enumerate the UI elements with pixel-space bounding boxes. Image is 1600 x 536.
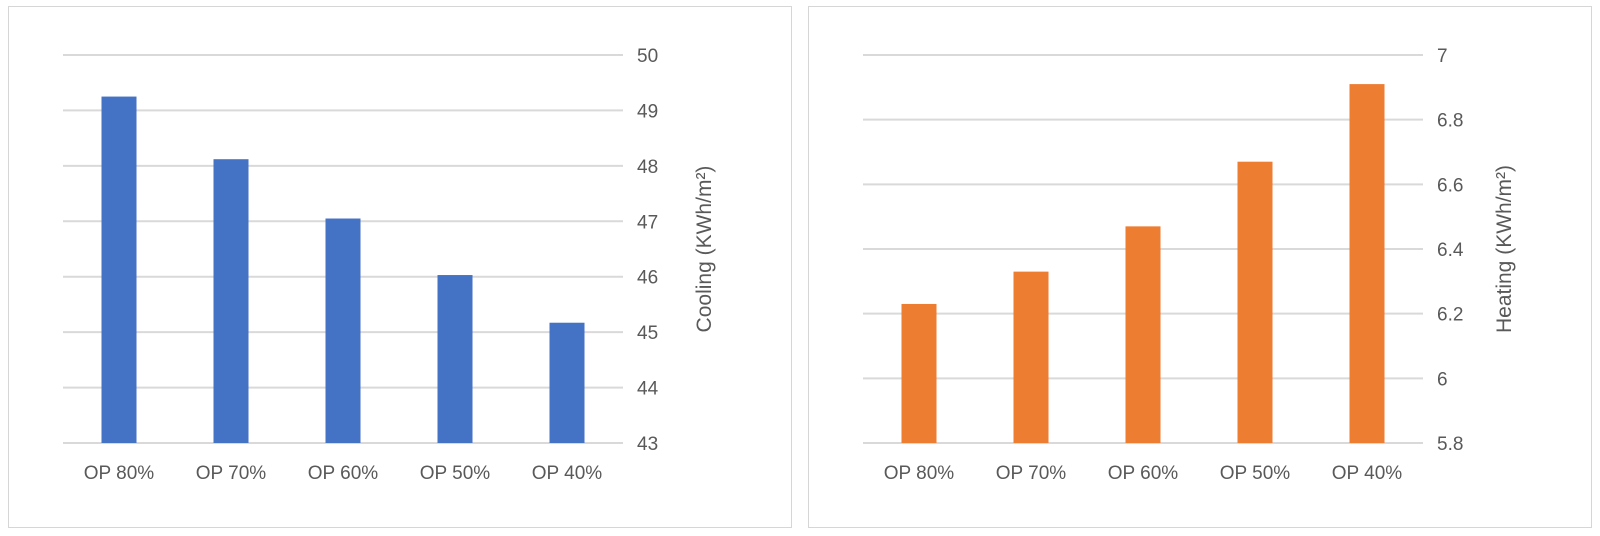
y-tick-label: 6	[1437, 369, 1448, 390]
y-tick-label: 5.8	[1437, 434, 1463, 455]
y-tick-label: 43	[637, 434, 658, 455]
y-tick-label: 44	[637, 379, 659, 400]
y-tick-label: 45	[637, 323, 658, 344]
y-tick-label: 47	[637, 212, 658, 233]
y-tick-label: 46	[637, 268, 658, 289]
y-tick-label: 6.8	[1437, 111, 1463, 132]
x-tick-label: OP 80%	[884, 463, 955, 484]
heating-chart: 5.8 6 6.2 6.4 6.6 6.8 7 OP 80% OP 70% OP 60% OP 50…	[863, 46, 1516, 484]
x-tick-label: OP 40%	[1332, 463, 1403, 484]
y-tick-label: 7	[1437, 46, 1448, 67]
bar	[1013, 271, 1049, 443]
x-tick-label: OP 80%	[84, 463, 155, 484]
bar	[1125, 226, 1161, 443]
y-tick-label: 6.4	[1437, 240, 1464, 261]
heating-chart-panel: 5.8 6 6.2 6.4 6.6 6.8 7 OP 80% OP 70% OP 60% OP 50…	[808, 6, 1592, 528]
x-tick-label: OP 60%	[1108, 463, 1179, 484]
x-tick-label: OP 40%	[532, 463, 603, 484]
x-tick-label: OP 60%	[308, 463, 379, 484]
y-axis-title: Cooling (KWh/m²)	[693, 166, 716, 333]
y-tick-label: 49	[637, 101, 658, 122]
x-tick-label: OP 70%	[196, 463, 267, 484]
bar	[325, 218, 361, 443]
bar	[1237, 161, 1273, 443]
cooling-chart-panel: 43 44 45 46 47 48 49 50 OP 80% OP 70% OP 60% OP 50%…	[8, 6, 792, 528]
y-tick-label: 50	[637, 46, 658, 67]
bar	[213, 159, 249, 443]
bar	[437, 275, 473, 443]
y-tick-label: 6.2	[1437, 305, 1463, 326]
bar	[549, 322, 585, 443]
x-tick-label: OP 70%	[996, 463, 1067, 484]
bar	[101, 96, 137, 444]
cooling-chart: 43 44 45 46 47 48 49 50 OP 80% OP 70% OP 60% OP 50%…	[63, 46, 716, 484]
y-tick-label: 6.6	[1437, 175, 1463, 196]
x-tick-label: OP 50%	[1220, 463, 1291, 484]
bar	[901, 303, 937, 443]
y-axis-title: Heating (KWh/m²)	[1493, 165, 1516, 333]
bar	[1349, 84, 1385, 443]
y-tick-label: 48	[637, 157, 658, 178]
x-tick-label: OP 50%	[420, 463, 491, 484]
